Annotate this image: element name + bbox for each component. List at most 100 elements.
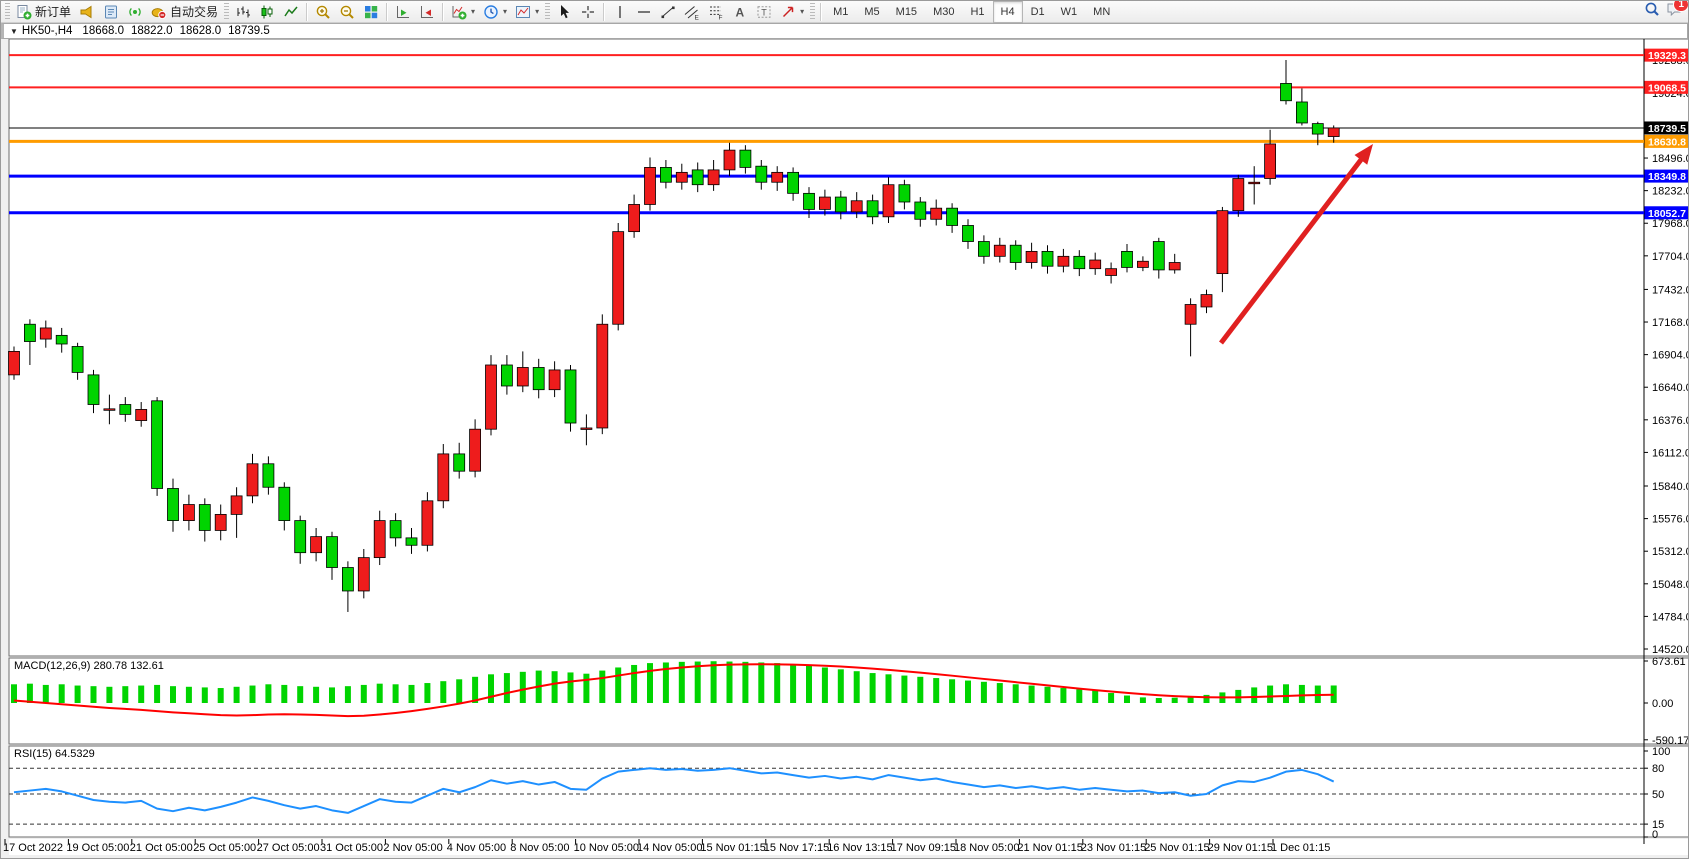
chevron-down-icon[interactable]: ▾: [471, 7, 476, 16]
trendline-button[interactable]: [656, 1, 680, 23]
templates-button[interactable]: ▾: [511, 1, 543, 23]
macd-histogram-bar: [1139, 697, 1146, 703]
candle: [580, 427, 593, 430]
time-axis-label: 10 Nov 05:00: [574, 842, 639, 854]
crosshair-button[interactable]: [576, 1, 600, 23]
time-axis-label: 16 Nov 13:15: [827, 842, 892, 854]
candle: [548, 369, 561, 391]
vertical-line-button[interactable]: [608, 1, 632, 23]
cursor-button[interactable]: [552, 1, 576, 23]
toolbar-drag-handle[interactable]: [5, 2, 10, 21]
annotation-arrow[interactable]: [1219, 155, 1366, 345]
chevron-down-icon[interactable]: ▾: [535, 7, 540, 16]
candle: [1089, 259, 1102, 270]
timeframe-M1-button[interactable]: M1: [833, 5, 849, 18]
periods-button[interactable]: ▾: [479, 1, 511, 23]
candle: [1137, 260, 1149, 268]
support-line-blue-1-price-label: 18349.8: [1648, 171, 1686, 183]
fibonacci-button[interactable]: F: [704, 1, 728, 23]
macd-histogram-bar: [408, 684, 415, 703]
time-axis-label: 23 Nov 01:15: [1081, 842, 1146, 854]
macd-pane[interactable]: [8, 657, 1689, 745]
candle: [914, 201, 927, 220]
macd-axis-label: 0.00: [1652, 698, 1673, 710]
chart-shift-icon: [419, 4, 435, 20]
time-axis-label: 1 Dec 01:15: [1271, 842, 1330, 854]
announcement-button[interactable]: [75, 1, 99, 23]
timeframe-H1-button[interactable]: H1: [970, 5, 985, 18]
zoom-in-button[interactable]: [311, 1, 335, 23]
candle: [866, 200, 879, 218]
candle: [151, 400, 164, 489]
annotation-arrow-head[interactable]: [1354, 144, 1373, 165]
chevron-down-icon[interactable]: ▾: [503, 7, 508, 16]
candle: [612, 231, 625, 325]
indicators-button[interactable]: ▾: [447, 1, 479, 23]
candle: [167, 488, 179, 521]
svg-text:T: T: [761, 7, 767, 17]
toolbar-drag-handle[interactable]: [810, 2, 816, 21]
macd-histogram-bar: [901, 675, 908, 703]
zoom-out-button[interactable]: [335, 1, 359, 23]
notifications-button[interactable]: 1: [1666, 1, 1688, 22]
timeframe-D1-button[interactable]: D1: [1030, 5, 1045, 18]
macd-histogram-bar: [313, 686, 320, 703]
auto-trading-button-label: 自动交易: [170, 5, 219, 19]
chart-shift-button[interactable]: [415, 1, 439, 23]
chevron-down-icon[interactable]: ▾: [800, 7, 805, 16]
macd-histogram-bar: [758, 662, 765, 703]
candle: [55, 334, 68, 345]
macd-histogram-bar: [138, 685, 145, 703]
macd-histogram-bar: [1283, 684, 1289, 703]
text-label-button[interactable]: T: [752, 1, 776, 23]
chart-canvas[interactable]: 19288.019024.018760.018496.018232.017968…: [1, 39, 1689, 859]
macd-histogram-bar: [774, 663, 781, 703]
template-icon: [515, 4, 531, 20]
horizontal-line-button[interactable]: [632, 1, 656, 23]
timeframe-W1-button[interactable]: W1: [1060, 5, 1078, 18]
bar-chart-button[interactable]: [231, 1, 255, 23]
time-axis-label: 8 Nov 05:00: [510, 842, 569, 854]
tile-windows-button[interactable]: [359, 1, 383, 23]
main-pane[interactable]: [8, 39, 1689, 657]
macd-histogram-bar: [1060, 688, 1067, 703]
auto-scroll-button[interactable]: [391, 1, 415, 23]
macd-histogram-bar: [122, 686, 129, 703]
market-report-button[interactable]: [99, 1, 123, 23]
chart-collapse-icon[interactable]: ▼: [10, 26, 18, 36]
candle: [71, 346, 84, 373]
rsi-pane[interactable]: [8, 745, 1689, 838]
timeframe-M5-button[interactable]: M5: [864, 5, 880, 18]
candle: [803, 192, 815, 210]
timeframe-M30-button[interactable]: M30: [933, 5, 955, 18]
timeframe-MN-button[interactable]: MN: [1093, 5, 1111, 18]
toolbar-separator: [442, 2, 445, 21]
new-order-button[interactable]: 新订单: [12, 1, 75, 23]
toolbar-drag-handle[interactable]: [545, 2, 551, 21]
toolbar-separator: [386, 2, 389, 21]
resistance-line-2-price-label: 19068.5: [1648, 82, 1686, 94]
line-chart-button[interactable]: [279, 1, 303, 23]
equidistant-channel-button[interactable]: E: [680, 1, 704, 23]
candle: [1264, 143, 1276, 179]
candle: [246, 463, 259, 497]
new-order-button-label: 新订单: [35, 5, 72, 19]
text-button[interactable]: A: [728, 1, 752, 23]
toolbar-drag-handle[interactable]: [224, 2, 230, 21]
auto-trading-button[interactable]: 自动交易: [147, 1, 222, 23]
fibo-icon: F: [708, 4, 724, 20]
time-axis-label: 25 Oct 05:00: [193, 842, 256, 854]
candle: [23, 323, 36, 342]
chart-ohlc: 18668.0 18822.0 18628.0 18739.5: [82, 25, 269, 37]
macd-histogram-bar: [233, 686, 240, 703]
vline-icon: [612, 4, 628, 20]
candle: [723, 149, 736, 171]
candlestick-chart-button[interactable]: [255, 1, 279, 23]
signals-button[interactable]: [123, 1, 147, 23]
timeframe-M15-button[interactable]: M15: [895, 5, 918, 18]
candle: [326, 536, 338, 568]
arrows-shapes-button[interactable]: ▾: [776, 1, 808, 23]
macd-histogram-bar: [392, 684, 399, 703]
timeframe-H4-button[interactable]: H4: [992, 1, 1023, 23]
search-icon[interactable]: [1644, 1, 1660, 22]
